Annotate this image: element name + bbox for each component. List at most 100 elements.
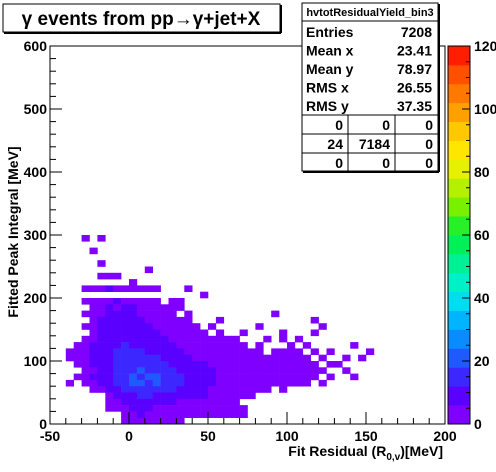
heatmap-bin <box>294 335 304 343</box>
heatmap-bin <box>208 411 217 418</box>
heatmap-bin <box>271 367 280 374</box>
heatmap-bin <box>105 386 114 393</box>
heatmap-bin <box>176 392 185 400</box>
heatmap-bin <box>350 342 359 349</box>
heatmap-bin <box>302 361 311 368</box>
heatmap-bin <box>65 354 74 362</box>
x-axis-tick-labels: -50 0 50 100 150 200 <box>40 428 457 444</box>
heatmap-bin <box>192 329 201 337</box>
heatmap-bin <box>113 361 122 368</box>
heatmap-bin <box>263 373 272 381</box>
heatmap-bin <box>97 367 106 374</box>
stats-label: Mean y <box>306 61 354 77</box>
heatmap-bin <box>168 379 177 387</box>
heatmap-bin <box>113 298 122 305</box>
heatmap-bin <box>279 329 288 337</box>
heatmap-bin <box>144 361 153 368</box>
heatmap-bin <box>287 373 296 381</box>
heatmap-bin <box>121 398 130 406</box>
heatmap-bin <box>160 386 169 393</box>
heatmap-bin <box>152 392 161 400</box>
heatmap-bin <box>152 379 161 387</box>
heatmap-bin <box>129 411 138 418</box>
heatmap-bin <box>89 323 98 330</box>
heatmap-bin <box>223 361 232 368</box>
heatmap-bin <box>231 405 240 412</box>
heatmap-bin <box>255 323 264 330</box>
heatmap-bin <box>152 367 161 374</box>
x-tick-label: 200 <box>433 428 457 444</box>
heatmap-bin <box>121 329 130 337</box>
heatmap-bin <box>168 342 177 349</box>
heatmap-bin <box>263 367 272 374</box>
heatmap-bins <box>65 235 375 425</box>
heatmap-bin <box>294 373 304 381</box>
heatmap-bin <box>326 373 335 381</box>
heatmap-bin <box>263 354 272 362</box>
heatmap-bin <box>334 361 343 368</box>
heatmap-bin <box>200 348 209 355</box>
heatmap-bin <box>247 386 256 393</box>
heatmap-bin <box>121 323 130 330</box>
heatmap-bin <box>200 361 209 368</box>
stats-value: 37.35 <box>397 98 432 114</box>
heatmap-bin <box>81 354 90 362</box>
heatmap-bin <box>160 405 169 412</box>
heatmap-bin <box>176 329 185 337</box>
heatmap-bin <box>97 285 106 292</box>
heatmap-bin <box>279 386 288 393</box>
heatmap-bin <box>192 411 201 418</box>
heatmap-bin <box>318 367 327 374</box>
color-scale-band <box>448 197 470 217</box>
heatmap-bin <box>89 348 98 355</box>
color-scale-band <box>448 272 470 293</box>
heatmap-bin <box>239 354 248 362</box>
heatmap-bin <box>136 379 146 387</box>
heatmap-bin <box>136 417 146 425</box>
heatmap-bin <box>152 335 161 343</box>
heatmap-bin <box>184 398 193 406</box>
heatmap-bin <box>271 310 280 318</box>
heatmap-bin <box>184 405 193 412</box>
heatmap-bin <box>192 348 201 355</box>
heatmap-bin <box>105 285 114 292</box>
heatmap-bin <box>81 361 90 368</box>
heatmap-bin <box>231 361 240 368</box>
heatmap-bin <box>152 354 161 362</box>
heatmap-bin <box>73 348 82 355</box>
z-tick-label: 40 <box>474 290 490 306</box>
heatmap-bin <box>89 354 98 362</box>
heatmap-bin <box>73 373 82 381</box>
heatmap-bin <box>121 367 130 374</box>
y-axis-tick-labels: 0 100 200 300 400 500 600 <box>24 38 48 432</box>
heatmap-bin <box>215 373 225 381</box>
heatmap-bin <box>231 386 240 393</box>
heatmap-bin <box>223 354 232 362</box>
heatmap-bin <box>168 316 177 324</box>
heatmap-bin <box>89 310 98 318</box>
heatmap-bin <box>239 386 248 393</box>
color-scale-band <box>448 121 470 141</box>
heatmap-bin <box>160 342 169 349</box>
heatmap-bin <box>113 329 122 337</box>
heatmap-bin <box>168 398 177 406</box>
heatmap-bin <box>287 354 296 362</box>
heatmap-bin <box>247 361 256 368</box>
heatmap-bin <box>310 373 319 381</box>
heatmap-bin <box>89 316 98 324</box>
heatmap-bin <box>200 405 209 412</box>
x-tick-label: 50 <box>200 428 216 444</box>
stats-grid-cell: 0 <box>382 155 390 171</box>
heatmap-bin <box>105 367 114 374</box>
heatmap-bin <box>176 335 185 343</box>
heatmap-bin <box>192 335 201 343</box>
heatmap-bin <box>129 335 138 343</box>
heatmap-bin <box>160 392 169 400</box>
heatmap-bin <box>144 348 153 355</box>
heatmap-bin <box>152 348 161 355</box>
x-tick-label: 150 <box>354 428 378 444</box>
heatmap-bin <box>279 354 288 362</box>
stats-grid-cell: 0 <box>425 117 433 133</box>
heatmap-bin <box>160 398 169 406</box>
heatmap-bin <box>121 342 130 349</box>
